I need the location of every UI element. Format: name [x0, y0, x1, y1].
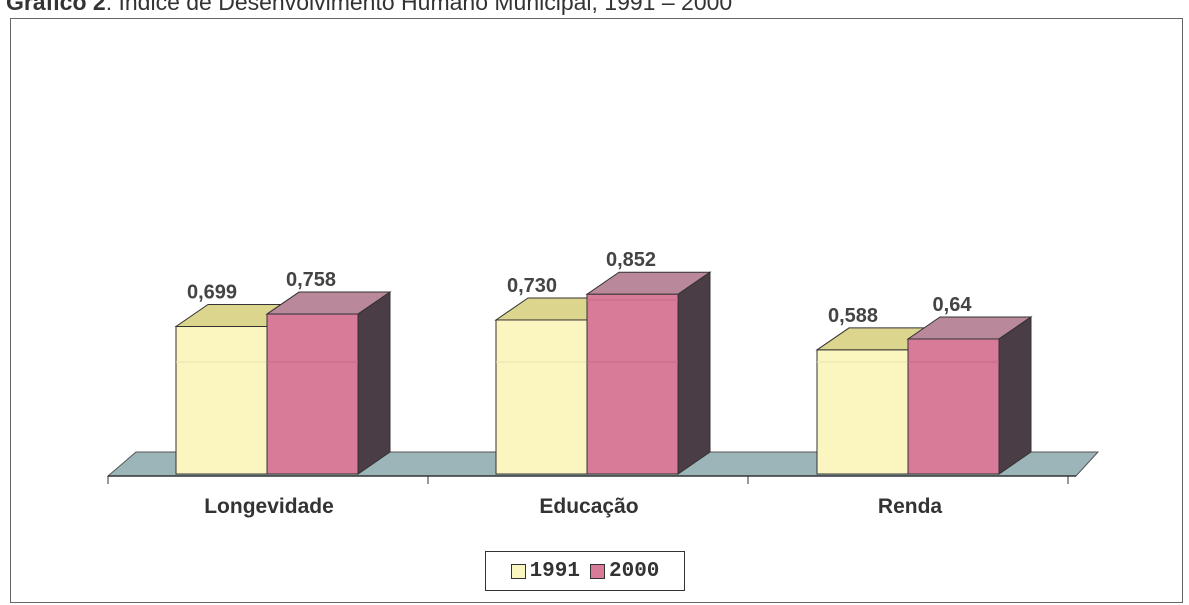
bar-2000-2-side — [998, 316, 1032, 475]
bar-1991-2 — [816, 349, 909, 475]
bar-1991-0 — [175, 326, 268, 475]
data-label-1991-2: 0,588 — [828, 305, 878, 327]
legend-item-1991: 1991 — [510, 559, 580, 583]
legend-swatch-2000 — [590, 563, 605, 579]
category-label-1: Educação — [539, 495, 638, 518]
data-label-1991-1: 0,730 — [507, 275, 557, 297]
bar-2000-0 — [266, 313, 359, 475]
legend: 1991 2000 — [485, 551, 685, 591]
bar-2000-1 — [586, 293, 679, 475]
bar-2000-0-side — [357, 291, 391, 475]
chart-title: Gráfico 2: Índice de Desenvolvimento Hum… — [6, 0, 1186, 17]
bar-2000-2 — [907, 338, 1000, 475]
chart-title-bold: Gráfico 2 — [6, 0, 106, 15]
chart-frame — [10, 18, 1183, 603]
bar-1991-1 — [495, 319, 588, 475]
legend-label-2000: 2000 — [609, 559, 660, 583]
data-label-2000-2: 0,64 — [933, 294, 973, 316]
data-label-1991-0: 0,699 — [187, 282, 237, 304]
legend-item-2000: 2000 — [590, 560, 659, 583]
chart-title-rest: : Índice de Desenvolvimento Humano Munic… — [105, 0, 733, 15]
bar-2000-1-side — [677, 271, 711, 475]
data-label-2000-1: 0,852 — [606, 249, 656, 271]
legend-swatch-1991 — [510, 563, 526, 579]
category-label-0: Longevidade — [204, 495, 334, 518]
legend-label-1991: 1991 — [529, 559, 580, 583]
data-label-2000-0: 0,758 — [286, 269, 336, 291]
category-label-2: Renda — [878, 495, 943, 518]
